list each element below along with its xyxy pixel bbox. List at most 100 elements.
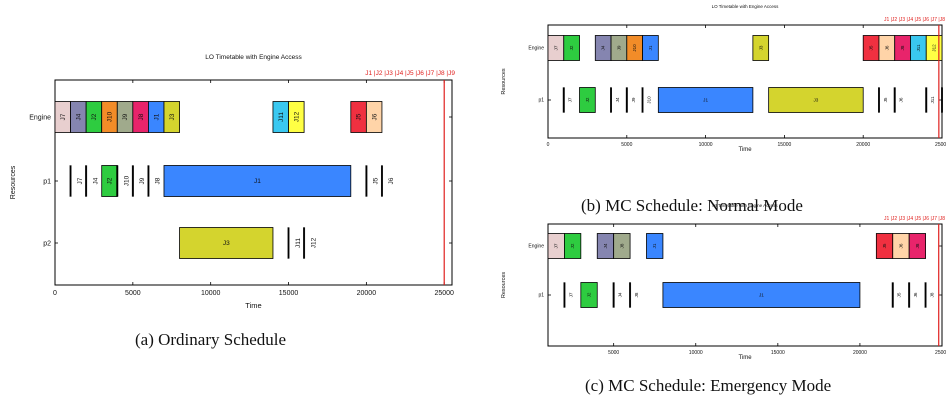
row-label-engine: Engine	[29, 114, 51, 121]
task-bar-j5	[878, 87, 880, 113]
task-label-j7: J7	[554, 243, 559, 248]
task-bar-j7	[563, 282, 566, 308]
task-bar-j8	[629, 282, 632, 308]
task-label-j8: J8	[138, 113, 145, 120]
row-label-engine: Engine	[528, 244, 544, 250]
task-label-j7: J7	[77, 177, 84, 184]
task-label-j11: J11	[295, 238, 302, 248]
task-bar-j12	[288, 101, 305, 133]
task-bar-j1	[657, 87, 754, 113]
task-bar-j5	[365, 165, 368, 197]
task-label-j9: J9	[616, 45, 621, 50]
plot-frame-b	[547, 24, 943, 139]
task-label-j7: J7	[568, 292, 573, 297]
task-label-j7: J7	[553, 45, 558, 50]
task-bar-j4	[610, 87, 612, 113]
task-label-j8: J8	[915, 243, 920, 248]
task-label-j4: J4	[92, 177, 99, 184]
task-bar-j8	[147, 165, 150, 197]
task-label-j2: J2	[570, 243, 575, 248]
task-label-j1: J1	[254, 178, 261, 185]
y-axis-label-c: Resources	[501, 272, 507, 299]
task-bar-j8	[924, 282, 927, 308]
x-tick-label: 15000	[279, 290, 299, 297]
task-bar-j10	[641, 87, 644, 113]
chart-title-a: LO Timetable with Engine Access	[205, 54, 302, 61]
x-tick-label: 5000	[621, 142, 632, 148]
task-label-j5: J5	[882, 243, 887, 248]
task-label-j2: J2	[91, 113, 98, 120]
y-axis-label-b: Resources	[501, 68, 507, 95]
x-tick-label: 10000	[201, 290, 221, 297]
task-label-j6: J6	[884, 45, 889, 50]
task-label-j3: J3	[758, 45, 763, 50]
x-tick-label: 25000	[935, 142, 946, 148]
task-label-j9: J9	[139, 177, 146, 184]
caption-a: (a) Ordinary Schedule	[135, 330, 287, 349]
task-bar-j6	[893, 87, 896, 113]
x-tick-label: 25000	[434, 290, 454, 297]
task-label-j4: J4	[615, 97, 620, 102]
task-bar-j9	[131, 165, 134, 197]
task-bar-j1	[163, 165, 352, 197]
x-tick-label: 20000	[853, 350, 867, 356]
task-label-j8: J8	[900, 45, 905, 50]
task-label-j3: J3	[813, 98, 818, 103]
task-bar-j1	[646, 233, 664, 259]
task-bar-j11	[925, 87, 928, 113]
task-label-j1: J1	[153, 113, 160, 120]
task-label-j5: J5	[869, 45, 874, 50]
task-label-j1: J1	[648, 45, 653, 50]
x-axis-label-c: Time	[738, 355, 752, 361]
task-bar-j2	[564, 233, 582, 259]
task-label-j11: J11	[930, 96, 935, 104]
row-label-engine: Engine	[528, 46, 544, 52]
deadline-labels-c: J1 |J2 |J3 |J4 |J5 |J6 |J7 |J8	[884, 216, 945, 222]
task-label-j6: J6	[388, 177, 395, 184]
task-label-j10: J10	[107, 111, 114, 122]
task-bar-j8	[908, 233, 926, 259]
task-label-j6: J6	[899, 97, 904, 102]
task-label-j12: J12	[310, 237, 317, 248]
task-label-j12: J12	[293, 111, 300, 122]
task-bar-j3	[163, 101, 180, 133]
caption-c: (c) MC Schedule: Emergency Mode	[585, 376, 832, 395]
task-label-j4: J4	[603, 243, 608, 248]
row-label-p1: p1	[538, 293, 544, 299]
task-label-j11: J11	[916, 44, 921, 52]
task-bar-j6	[908, 282, 911, 308]
x-tick-label: 20000	[856, 142, 870, 148]
task-bar-j1	[642, 35, 659, 61]
x-tick-label: 15000	[771, 350, 785, 356]
x-tick-label: 0	[53, 290, 57, 297]
task-label-j6: J6	[898, 243, 903, 248]
gantt-chart-a: LO Timetable with Engine Access Time Resou…	[10, 54, 455, 310]
x-tick-label: 20000	[357, 290, 377, 297]
deadline-labels-a: J1 |J2 |J3 |J4 |J5 |J6 |J7 |J8 |J9	[365, 70, 455, 77]
task-bar-j4	[612, 282, 615, 308]
x-tick-label: 5000	[608, 350, 619, 356]
task-label-j10: J10	[647, 96, 652, 104]
task-label-j1: J1	[703, 98, 708, 103]
task-label-j3: J3	[223, 240, 230, 247]
task-label-j2: J2	[585, 97, 590, 102]
task-label-j2: J2	[107, 177, 114, 184]
task-label-j10: J10	[124, 175, 131, 186]
task-bar-j9	[625, 87, 628, 113]
caption-b: (b) MC Schedule: Normal Mode	[581, 196, 803, 215]
gantt-chart-c: HI Timetable with Engine Access Time Resou…	[501, 203, 946, 361]
task-label-j8: J8	[930, 292, 935, 297]
task-bar-j5	[891, 282, 894, 308]
task-bar-j6	[380, 165, 383, 197]
plot-frame-c	[547, 223, 943, 347]
task-bar-j11	[287, 227, 290, 259]
deadline-labels-b: J1 |J2 |J3 |J4 |J5 |J6 |J7 |J8	[884, 17, 945, 23]
task-label-j6: J6	[371, 113, 378, 120]
task-label-j7: J7	[60, 113, 67, 120]
row-label-p2: p2	[43, 240, 51, 247]
row-label-p1: p1	[43, 178, 51, 185]
task-label-j6: J6	[913, 292, 918, 297]
task-label-j1: J1	[759, 293, 764, 298]
chart-title-c: HI Timetable with Engine Access	[712, 203, 778, 208]
